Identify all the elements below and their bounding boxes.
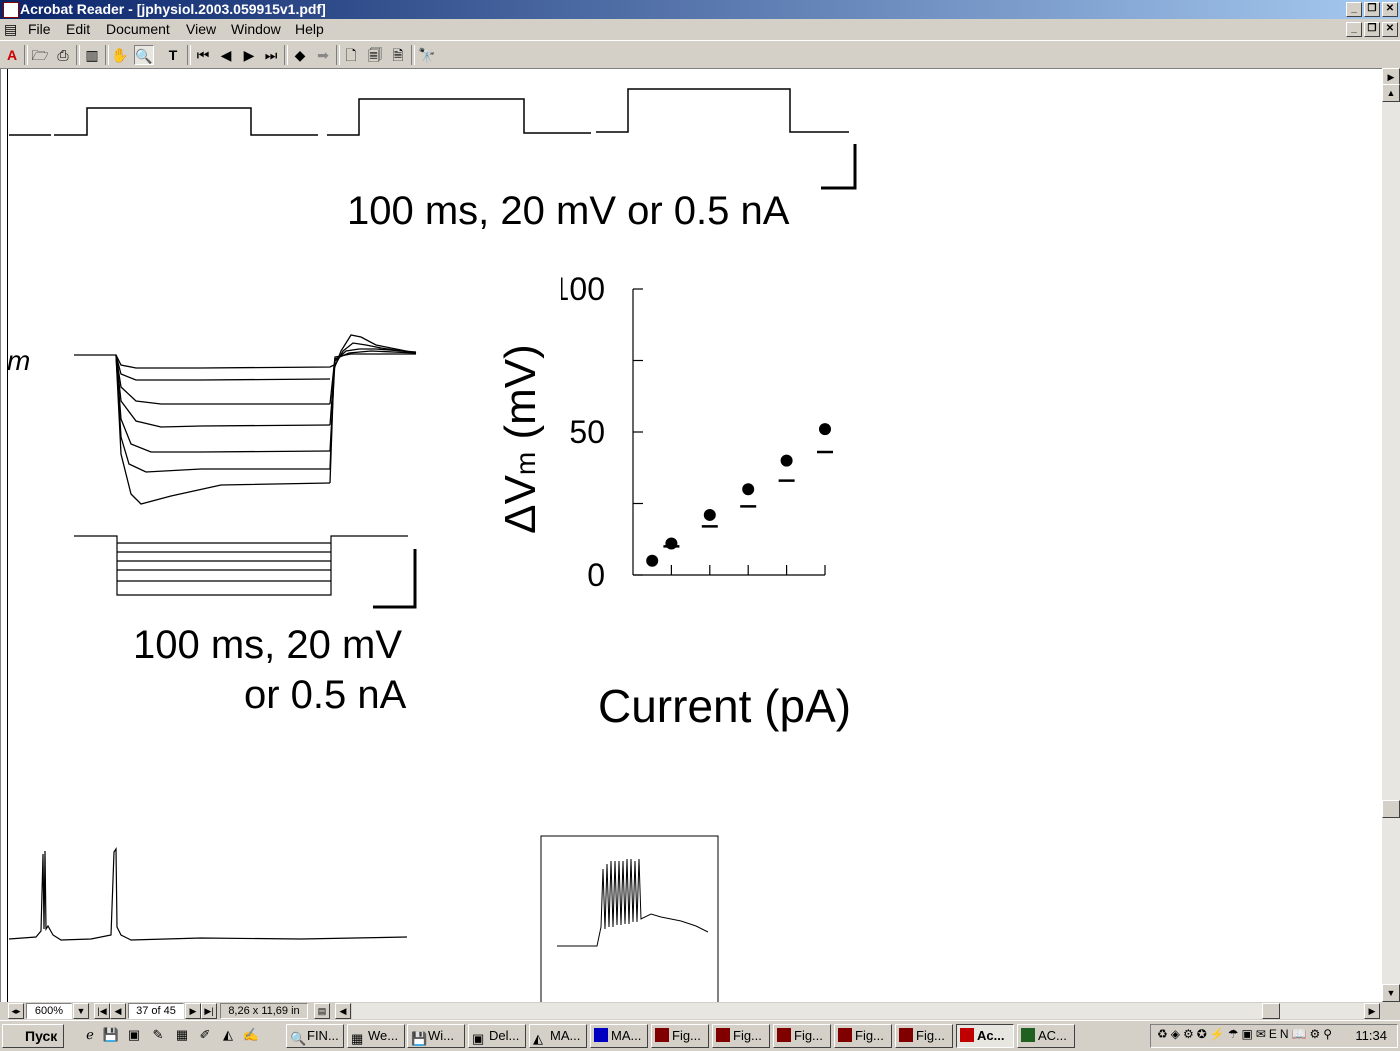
status-bar: ◂▸ 600% ▼ |◀ ◀ 37 of 45 ▶ ▶| 8,26 x 11,6…	[0, 1002, 1400, 1020]
title-bar: Acrobat Reader - [jphysiol.2003.059915v1…	[0, 0, 1400, 19]
partial-axis-label: m	[7, 345, 31, 376]
clock: 11:34	[1355, 1028, 1387, 1043]
left-scale-label-line2: or 0.5 nA	[244, 673, 407, 717]
open-icon[interactable]: 🗁	[31, 47, 49, 63]
taskbar-button-ac[interactable]: AC...	[1017, 1024, 1075, 1048]
chart-ylabel: ΔVm (mV)	[496, 344, 545, 534]
next-page-status-icon[interactable]: ▶	[185, 1003, 201, 1019]
data-point-circle	[665, 537, 678, 550]
prev-page-status-icon[interactable]: ◀	[110, 1003, 126, 1019]
show-hide-navigation-icon[interactable]: ▥	[85, 47, 99, 63]
go-back-icon[interactable]: ◆	[294, 47, 306, 63]
zoom-tool-icon[interactable]: 🔍	[134, 45, 154, 65]
zoom-field[interactable]: 600%	[26, 1003, 72, 1019]
taskbar-button-acrobat[interactable]: Ac...	[956, 1024, 1014, 1048]
taskbar: Пуск ℯ 💾 ▣ ✎ ▦ ✐ ◭ ✍ 🔍FIN... ▦ We... 💾Wi.…	[0, 1020, 1400, 1051]
taskbar-button-fig1[interactable]: Fig...	[651, 1024, 709, 1048]
top-scale-label: 100 ms, 20 mV or 0.5 nA	[347, 189, 790, 233]
doc-close-button[interactable]: ✕	[1382, 22, 1398, 37]
toolbar: A 🗁 ⎙ ▥ ✋ 🔍 T ⏮ ◀ ▶ ⏭ ◆ ➡ 🗋 🗐 🗎 🔭	[0, 40, 1400, 70]
horizontal-scrollbar[interactable]	[352, 1003, 1364, 1019]
chart-xlabel: Current (pA)	[598, 680, 852, 732]
window-title: Acrobat Reader - [jphysiol.2003.059915v1…	[20, 1, 326, 17]
taskbar-button-fig5[interactable]: Fig...	[895, 1024, 953, 1048]
menu-bar: ▤ File Edit Document View Window Help _ …	[0, 19, 1400, 39]
last-page-icon[interactable]: ⏭	[264, 47, 278, 63]
h-scroll-thumb[interactable]	[1262, 1003, 1280, 1019]
data-point-circle	[646, 554, 659, 567]
acrobat-logo-icon[interactable]: A	[6, 47, 18, 63]
go-forward-icon[interactable]: ➡	[317, 47, 329, 63]
first-page-icon[interactable]: ⏮	[196, 47, 210, 63]
taskbar-button-fin[interactable]: 🔍FIN...	[286, 1024, 344, 1048]
taskbar-button-we[interactable]: ▦ We...	[347, 1024, 405, 1048]
zoom-dropdown-icon[interactable]: ▼	[73, 1003, 89, 1019]
data-point-circle	[819, 423, 831, 436]
page-field[interactable]: 37 of 45	[128, 1003, 184, 1019]
minimize-button[interactable]: _	[1346, 2, 1362, 17]
quicklaunch-pen-icon[interactable]: ✐	[199, 1027, 211, 1042]
quicklaunch-calc-icon[interactable]: ▦	[175, 1027, 189, 1042]
print-icon[interactable]: ⎙	[57, 47, 69, 63]
scroll-up-arrow-icon[interactable]: ▲	[1382, 84, 1400, 102]
doc-minimize-button[interactable]: _	[1346, 22, 1362, 37]
first-page-status-icon[interactable]: |◀	[94, 1003, 110, 1019]
system-tray: ♻◈⚙✪⚡☂▣✉EN📖⚙⚲ 11:34	[1150, 1024, 1398, 1048]
menu-file[interactable]: File	[28, 21, 51, 37]
y-tick-label: 100	[561, 274, 605, 307]
find-icon[interactable]: 🔭	[418, 47, 436, 63]
quicklaunch-matlab-icon[interactable]: ◭	[223, 1027, 233, 1042]
split-handle-icon[interactable]: ◂▸	[8, 1003, 24, 1019]
fit-in-window-icon[interactable]: 🗐	[368, 47, 382, 63]
data-point-circle	[780, 454, 793, 467]
menu-window[interactable]: Window	[231, 21, 281, 37]
taskbar-button-wi[interactable]: 💾Wi...	[407, 1024, 465, 1048]
page-layout-icon[interactable]: ▤	[314, 1003, 330, 1019]
y-tick-label: 50	[569, 414, 605, 450]
start-button[interactable]: Пуск	[2, 1024, 64, 1048]
quicklaunch-app-icon[interactable]: ▣	[127, 1027, 141, 1042]
quicklaunch-ie-icon[interactable]: ℯ	[86, 1027, 94, 1042]
previous-page-icon[interactable]: ◀	[220, 47, 232, 63]
tray-icons[interactable]: ♻◈⚙✪⚡☂▣✉EN📖⚙⚲	[1157, 1027, 1336, 1041]
menu-edit[interactable]: Edit	[66, 21, 91, 37]
vertical-scrollbar[interactable]: ▶ ▲ ▼	[1382, 68, 1400, 1002]
quicklaunch-edit-icon[interactable]: ✍	[242, 1027, 260, 1042]
actual-size-icon[interactable]: 🗋	[345, 47, 357, 63]
chart: 0501000500	[561, 274, 833, 593]
y-tick-label: 0	[587, 557, 605, 593]
menu-document[interactable]: Document	[106, 21, 170, 37]
hand-tool-icon[interactable]: ✋	[111, 47, 129, 63]
scroll-down-icon[interactable]: ▼	[1382, 984, 1400, 1002]
document-view[interactable]: 0501000500 100 ms, 20 mV or 0.5 nA m 100…	[0, 68, 1383, 1003]
restore-button[interactable]: ❐	[1364, 2, 1380, 17]
taskbar-button-del[interactable]: ▣ Del...	[468, 1024, 526, 1048]
next-page-icon[interactable]: ▶	[243, 47, 255, 63]
scroll-right-icon[interactable]: ▶	[1364, 1003, 1380, 1019]
page-size-field: 8,26 x 11,69 in	[220, 1003, 308, 1019]
quicklaunch-disk-icon[interactable]: 💾	[102, 1027, 120, 1042]
acrobat-app-icon[interactable]	[3, 2, 19, 18]
page-graphics	[8, 88, 857, 1003]
taskbar-button-ma2[interactable]: MA...	[590, 1024, 648, 1048]
menu-help[interactable]: Help	[295, 21, 324, 37]
left-scale-label-line1: 100 ms, 20 mV	[133, 623, 403, 667]
data-point-circle	[703, 508, 716, 521]
text-select-icon[interactable]: T	[168, 47, 178, 63]
doc-restore-button[interactable]: ❐	[1364, 22, 1380, 37]
taskbar-button-ma1[interactable]: ◭ MA...	[529, 1024, 587, 1048]
close-button[interactable]: ✕	[1382, 2, 1398, 17]
taskbar-button-fig3[interactable]: Fig...	[773, 1024, 831, 1048]
data-point-circle	[742, 483, 755, 496]
scroll-left-icon[interactable]: ◀	[335, 1003, 351, 1019]
taskbar-button-fig4[interactable]: Fig...	[834, 1024, 892, 1048]
taskbar-button-fig2[interactable]: Fig...	[712, 1024, 770, 1048]
menu-view[interactable]: View	[186, 21, 217, 37]
page-edge	[7, 69, 8, 1003]
fit-width-icon[interactable]: 🗎	[392, 47, 404, 63]
scroll-thumb[interactable]	[1382, 800, 1400, 818]
quicklaunch-tool-icon[interactable]: ✎	[152, 1027, 164, 1042]
document-icon[interactable]: ▤	[4, 21, 18, 37]
last-page-status-icon[interactable]: ▶|	[201, 1003, 217, 1019]
